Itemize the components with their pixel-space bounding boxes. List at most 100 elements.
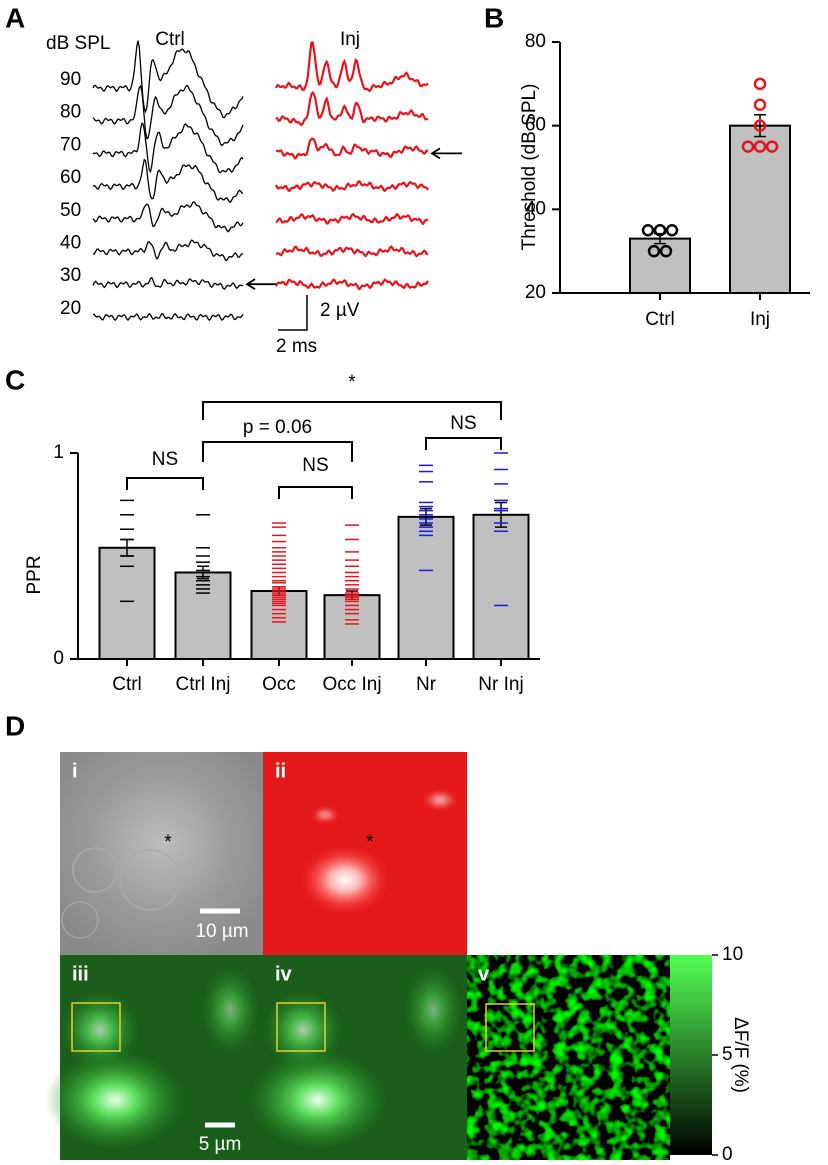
data-point bbox=[753, 119, 767, 132]
roi-box bbox=[276, 1002, 326, 1052]
axis-label: dB SPL bbox=[46, 33, 110, 54]
y-tick-label: 80 bbox=[525, 31, 546, 52]
significance-label: NS bbox=[152, 449, 178, 470]
significance-label: NS bbox=[302, 455, 328, 476]
bar bbox=[174, 571, 232, 660]
image-blob bbox=[248, 1050, 388, 1150]
y-axis-label: Threshold (dB SPL) bbox=[519, 84, 540, 251]
x-tick-label: Ctrl bbox=[112, 674, 142, 695]
abr-trace bbox=[92, 158, 244, 203]
group-label: Ctrl bbox=[155, 29, 185, 50]
cell-outline bbox=[119, 849, 181, 911]
threshold-arrow bbox=[430, 147, 462, 160]
image-blob bbox=[403, 965, 463, 1055]
level-label: 30 bbox=[60, 265, 81, 286]
roi-box bbox=[71, 1002, 121, 1052]
data-point bbox=[753, 77, 767, 91]
image-label: i bbox=[72, 760, 78, 782]
colorbar-label: ΔF/F (%) bbox=[730, 1017, 751, 1093]
data-point bbox=[665, 224, 679, 237]
data-point bbox=[741, 140, 755, 153]
abr-trace bbox=[92, 122, 244, 174]
abr-trace bbox=[275, 278, 429, 291]
image-v bbox=[467, 955, 670, 1160]
bar bbox=[397, 515, 455, 660]
panel-label: C bbox=[5, 364, 25, 395]
level-label: 60 bbox=[60, 167, 81, 188]
level-label: 40 bbox=[60, 233, 81, 254]
bar bbox=[98, 546, 156, 661]
level-label: 50 bbox=[60, 200, 81, 221]
threshold-arrow bbox=[245, 278, 277, 290]
abr-trace bbox=[275, 212, 429, 226]
y-tick-label: 1 bbox=[53, 442, 64, 463]
image-blob bbox=[200, 965, 260, 1055]
image-label: iii bbox=[72, 963, 89, 985]
roi-box bbox=[485, 1003, 535, 1052]
x-tick-label: Occ Inj bbox=[322, 674, 381, 695]
colorbar-tick-label: 10 bbox=[722, 944, 743, 965]
error-bar bbox=[754, 114, 766, 138]
bar bbox=[629, 237, 691, 295]
data-point bbox=[765, 140, 779, 153]
panel-label: A bbox=[5, 2, 25, 33]
y-tick-label: 20 bbox=[525, 282, 546, 303]
scale-bar bbox=[278, 295, 308, 331]
asterisk: * bbox=[164, 832, 172, 853]
abr-trace bbox=[275, 41, 429, 93]
colorbar-tick-label: 0 bbox=[722, 1144, 733, 1165]
abr-trace bbox=[275, 91, 429, 127]
scale-label: 2 ms bbox=[276, 336, 317, 357]
level-label: 90 bbox=[60, 69, 81, 90]
x-tick-label: Nr Inj bbox=[478, 674, 523, 695]
group-label: Inj bbox=[340, 29, 360, 50]
image-panel bbox=[45, 752, 712, 1160]
image-label: v bbox=[478, 963, 490, 985]
data-point bbox=[641, 224, 655, 237]
significance-bracket bbox=[278, 486, 353, 499]
panel-label: B bbox=[484, 2, 504, 33]
significance-bracket bbox=[202, 441, 353, 462]
scale-label: 10 µm bbox=[195, 921, 248, 942]
data-point bbox=[659, 244, 673, 258]
image-label: iv bbox=[275, 963, 293, 985]
abr-trace bbox=[275, 180, 429, 193]
scale-label: 5 µm bbox=[199, 1134, 242, 1155]
y-tick-label: 60 bbox=[525, 115, 546, 136]
data-point bbox=[647, 244, 661, 258]
level-label: 20 bbox=[60, 298, 81, 319]
abr-trace bbox=[92, 312, 244, 322]
x-tick-label: Nr bbox=[416, 674, 437, 695]
data-point bbox=[653, 224, 667, 237]
significance-bracket bbox=[126, 477, 204, 490]
significance-label: p = 0.06 bbox=[243, 417, 312, 438]
x-tick-label: Inj bbox=[750, 309, 770, 330]
significance-label: * bbox=[348, 372, 356, 393]
y-tick-label: 0 bbox=[53, 648, 64, 669]
image-i bbox=[60, 752, 263, 955]
abr-trace bbox=[92, 201, 244, 233]
data-point bbox=[753, 140, 767, 153]
image-blob bbox=[263, 990, 343, 1070]
data-point bbox=[753, 98, 767, 111]
significance-bracket bbox=[425, 437, 502, 450]
image-blob bbox=[300, 845, 390, 915]
image-blob bbox=[422, 788, 458, 812]
abr-trace bbox=[92, 40, 244, 119]
abr-trace bbox=[92, 276, 244, 291]
bar bbox=[472, 513, 530, 660]
asterisk: * bbox=[366, 832, 374, 853]
level-label: 70 bbox=[60, 134, 81, 155]
x-tick-label: Ctrl bbox=[645, 309, 675, 330]
y-tick-label: 40 bbox=[525, 198, 546, 219]
image-label: ii bbox=[275, 760, 286, 782]
cell-outline bbox=[61, 901, 99, 939]
significance-bracket bbox=[202, 401, 502, 420]
cell-outline bbox=[72, 847, 118, 893]
image-blob bbox=[45, 1050, 185, 1150]
colorbar bbox=[670, 955, 712, 1155]
abr-trace bbox=[275, 245, 429, 258]
abr-trace bbox=[92, 239, 243, 262]
x-tick-label: Occ bbox=[262, 674, 296, 695]
